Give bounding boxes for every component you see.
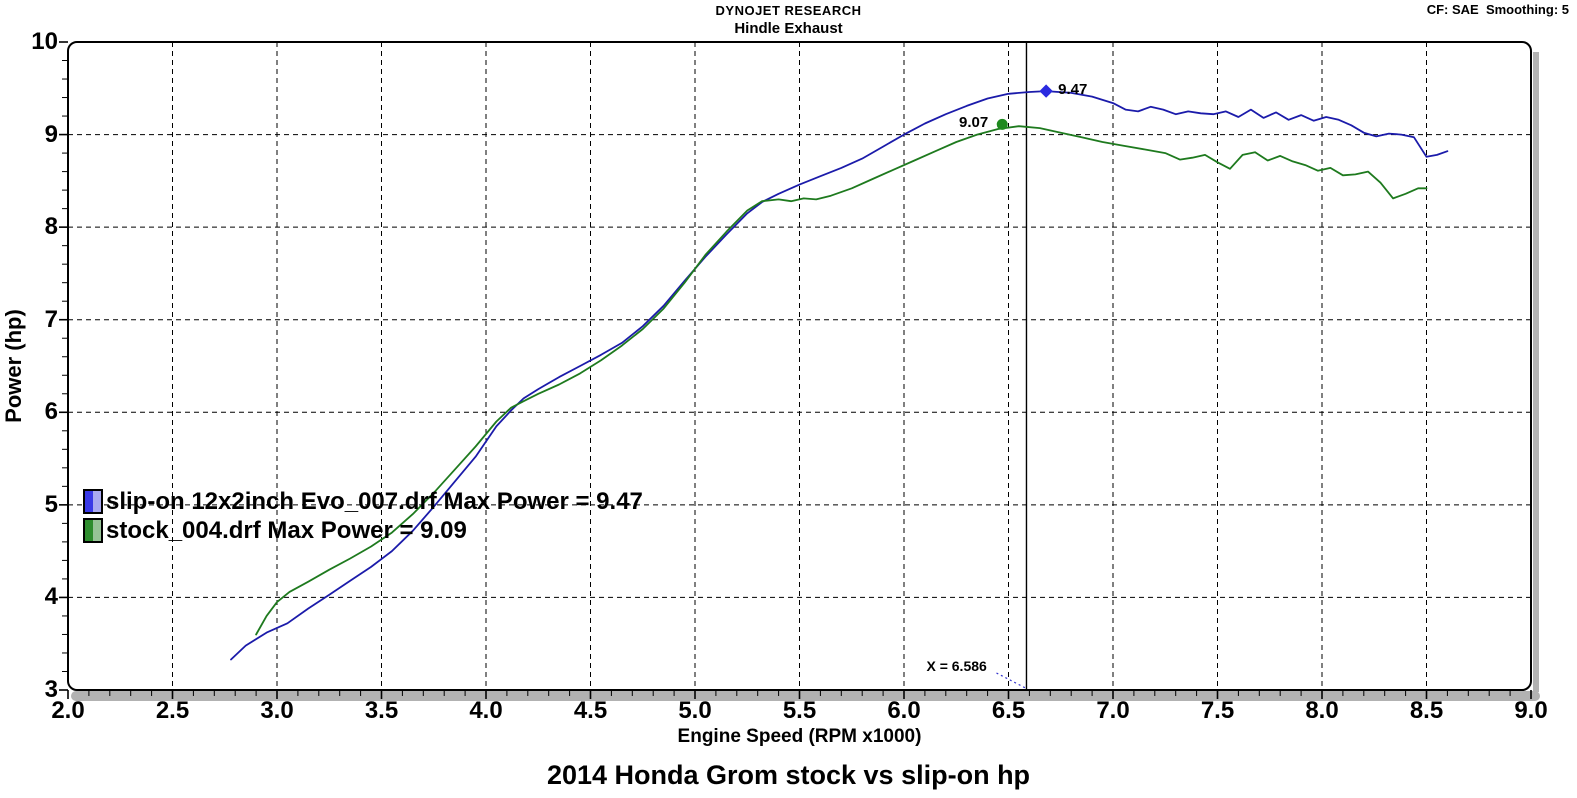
legend: slip-on 12x2inch Evo_007.drf Max Power =… [83, 487, 643, 545]
x-tick-label: 3.5 [364, 697, 399, 724]
legend-label-stock: stock_004.drf Max Power = 9.09 [106, 517, 467, 544]
peak-value-label: 9.07 [959, 114, 989, 132]
legend-item-slip-on: slip-on 12x2inch Evo_007.drf Max Power =… [83, 487, 643, 516]
x-tick-label: 7.0 [1096, 697, 1130, 724]
cursor-value-label: X = 6.586 [926, 658, 987, 674]
peak-marker-circle-icon [996, 118, 1008, 130]
series-curve-slip-on [230, 90, 1449, 661]
legend-label-slip-on: slip-on 12x2inch Evo_007.drf Max Power =… [106, 488, 643, 515]
cursor-leader-line [996, 672, 1026, 689]
peak-value-label: 9.47 [1058, 81, 1088, 99]
legend-swatch-stock-icon [83, 518, 103, 543]
y-tick-label: 6 [44, 398, 58, 426]
x-tick-label: 6.0 [887, 697, 921, 724]
x-tick-label: 8.5 [1409, 697, 1444, 724]
y-tick-label: 8 [44, 213, 58, 241]
x-tick-label: 2.5 [155, 697, 190, 724]
x-tick-label: 5.5 [782, 697, 817, 724]
y-tick-label: 9 [44, 120, 58, 148]
x-tick-label: 2.0 [51, 697, 85, 724]
x-tick-label: 9.0 [1514, 697, 1548, 724]
chart-title: 2014 Honda Grom stock vs slip-on hp [546, 760, 1031, 790]
y-axis-title: Power (hp) [1, 309, 26, 423]
x-tick-label: 7.5 [1200, 697, 1235, 724]
x-axis-title: Engine Speed (RPM x1000) [677, 726, 922, 747]
axis-shadow-bottom [71, 691, 1540, 701]
legend-item-stock: stock_004.drf Max Power = 9.09 [83, 516, 643, 545]
x-tick-label: 5.0 [678, 697, 712, 724]
correction-note: CF: SAE Smoothing: 5 [1426, 2, 1569, 17]
report-subtitle: Hindle Exhaust [734, 20, 843, 37]
peak-marker-diamond-icon [1039, 84, 1053, 98]
y-tick-label: 3 [44, 676, 58, 703]
x-tick-label: 6.5 [991, 697, 1026, 724]
y-tick-label: 10 [31, 28, 58, 55]
x-tick-label: 8.0 [1305, 697, 1339, 724]
x-tick-label: 4.0 [469, 697, 503, 724]
x-tick-label: 3.0 [260, 697, 294, 724]
series-curve-stock [255, 125, 1428, 636]
y-tick-label: 5 [44, 490, 58, 518]
axis-shadow-right [1533, 52, 1539, 692]
x-tick-label: 4.5 [573, 697, 608, 724]
report-company: DYNOJET RESEARCH [715, 3, 862, 18]
y-tick-label: 7 [44, 305, 58, 333]
legend-swatch-slip-on-icon [83, 489, 103, 514]
y-tick-label: 4 [44, 583, 58, 611]
